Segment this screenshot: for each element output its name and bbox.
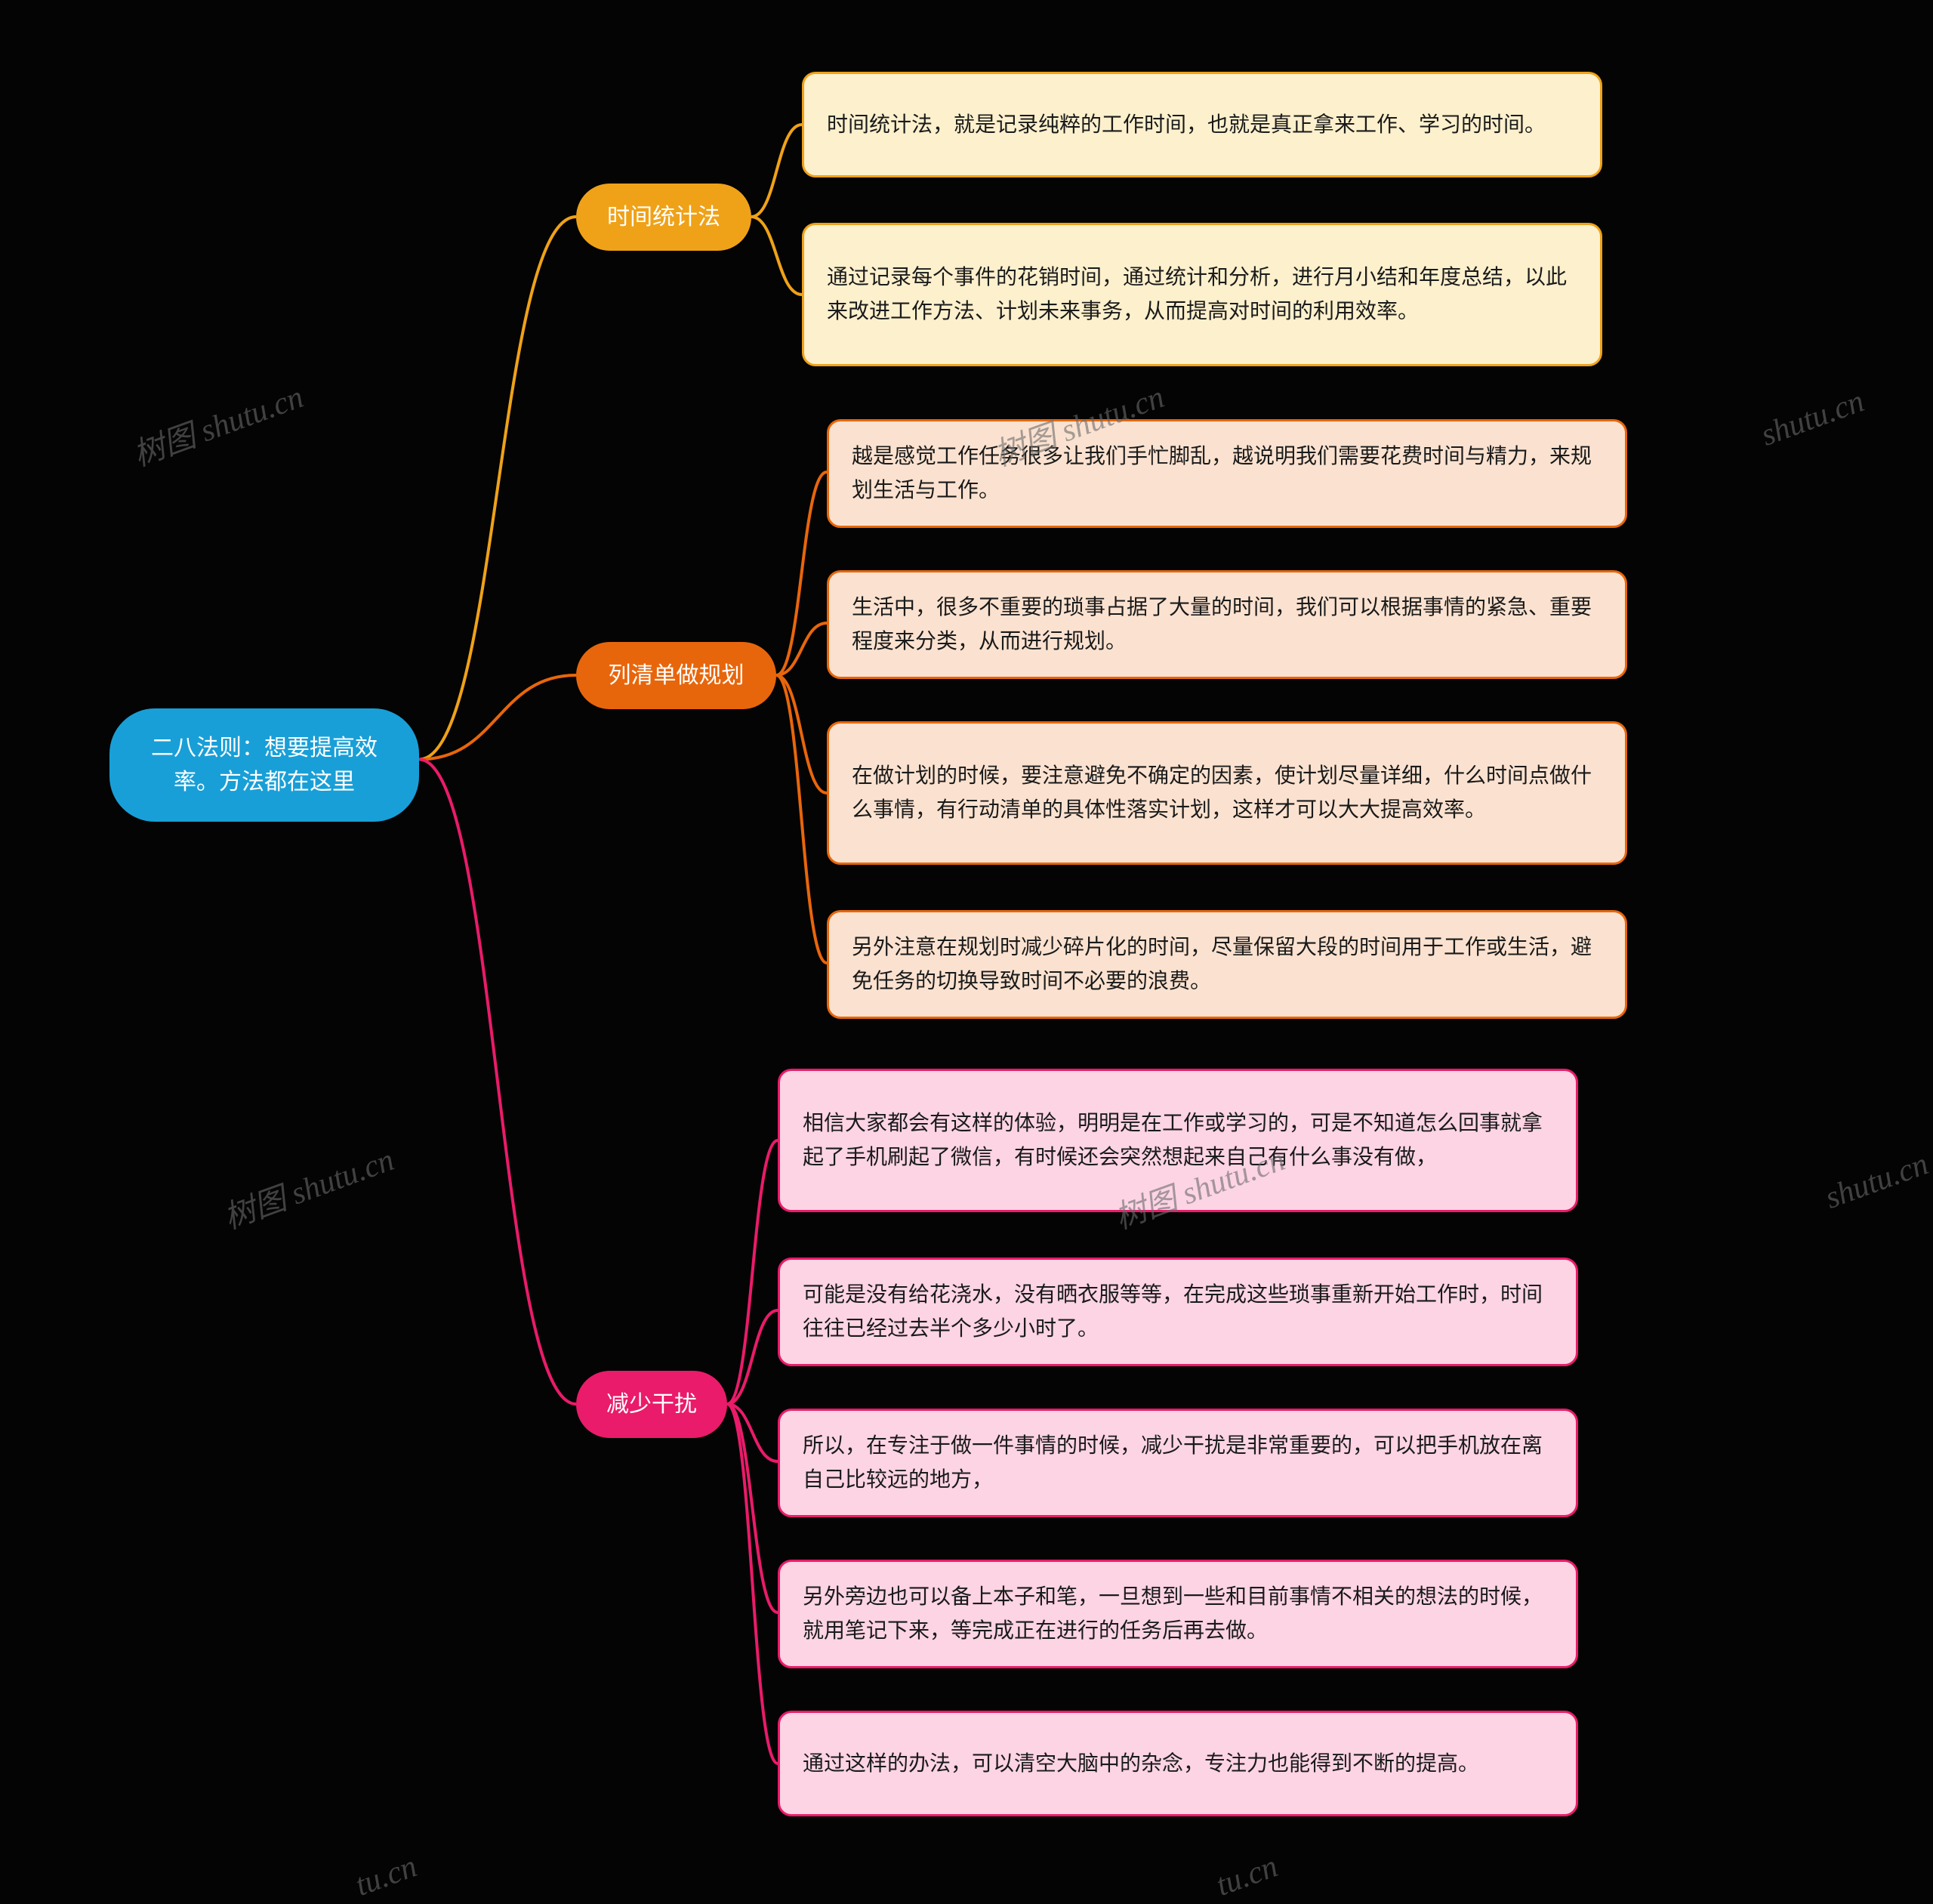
watermark: shutu.cn [1820,1146,1933,1216]
leaf-node[interactable]: 生活中，很多不重要的琐事占据了大量的时间，我们可以根据事情的紧急、重要程度来分类… [827,570,1627,679]
leaf-node[interactable]: 通过这样的办法，可以清空大脑中的杂念，专注力也能得到不断的提高。 [778,1711,1578,1816]
branch-node-b3[interactable]: 减少干扰 [576,1371,727,1438]
leaf-node[interactable]: 可能是没有给花浇水，没有晒衣服等等，在完成这些琐事重新开始工作时，时间往往已经过… [778,1258,1578,1366]
watermark: tu.cn [1211,1848,1282,1903]
leaf-node[interactable]: 另外注意在规划时减少碎片化的时间，尽量保留大段的时间用于工作或生活，避免任务的切… [827,910,1627,1019]
leaf-node[interactable]: 越是感觉工作任务很多让我们手忙脚乱，越说明我们需要花费时间与精力，来规划生活与工… [827,419,1627,528]
branch-node-b2[interactable]: 列清单做规划 [576,642,776,709]
leaf-node[interactable]: 另外旁边也可以备上本子和笔，一旦想到一些和目前事情不相关的想法的时候，就用笔记下… [778,1560,1578,1668]
watermark: tu.cn [350,1848,421,1903]
leaf-node[interactable]: 在做计划的时候，要注意避免不确定的因素，使计划尽量详细，什么时间点做什么事情，有… [827,721,1627,865]
watermark: 树图 shutu.cn [126,372,309,476]
watermark: 树图 shutu.cn [217,1134,399,1239]
root-node[interactable]: 二八法则：想要提高效率。方法都在这里 [109,708,419,822]
mindmap-canvas: 二八法则：想要提高效率。方法都在这里 时间统计法时间统计法，就是记录纯粹的工作时… [0,0,1933,1875]
leaf-node[interactable]: 通过记录每个事件的花销时间，通过统计和分析，进行月小结和年度总结，以此来改进工作… [802,223,1602,366]
leaf-node[interactable]: 所以，在专注于做一件事情的时候，减少干扰是非常重要的，可以把手机放在离自己比较远… [778,1409,1578,1517]
leaf-node[interactable]: 相信大家都会有这样的体验，明明是在工作或学习的，可是不知道怎么回事就拿起了手机刷… [778,1069,1578,1212]
branch-node-b1[interactable]: 时间统计法 [576,184,751,251]
watermark: shutu.cn [1756,383,1869,453]
leaf-node[interactable]: 时间统计法，就是记录纯粹的工作时间，也就是真正拿来工作、学习的时间。 [802,72,1602,177]
